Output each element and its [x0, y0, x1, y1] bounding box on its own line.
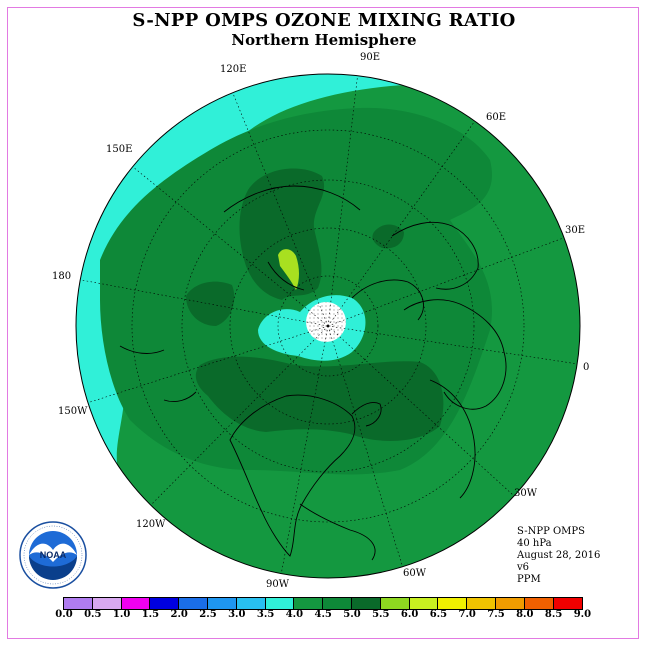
figure-frame	[7, 7, 639, 639]
colorbar-segment	[467, 598, 496, 609]
field-5-0-to-5-5-north-america	[195, 356, 444, 441]
colorbar-segment	[553, 598, 583, 609]
meridians	[76, 74, 579, 576]
colorbar-tick-label: 0.0	[55, 609, 73, 620]
noaa-logo: NOAA	[19, 521, 87, 589]
colorbar-segment	[265, 598, 295, 609]
colorbar-segment	[121, 598, 151, 609]
colorbar-segment	[64, 598, 93, 609]
coastlines	[119, 185, 507, 561]
colorbar-tick-label: 2.0	[170, 609, 188, 620]
field-5-0-to-5-5-siberia	[239, 168, 325, 300]
lon-label-120w: 120W	[136, 519, 166, 530]
colorbar-segment	[380, 598, 410, 609]
colorbar-segment	[524, 598, 554, 609]
colorbar-segment	[294, 598, 324, 609]
colorbar-tick-label: 9.0	[573, 609, 592, 620]
colorbar-tick-label: 7.0	[458, 609, 476, 620]
info-level: 40 hPa	[517, 538, 552, 549]
info-date: August 28, 2016	[517, 550, 601, 561]
svg-text:NOAA: NOAA	[40, 550, 67, 560]
lon-label-150e: 150E	[106, 144, 132, 155]
colorbar-tick-label: 8.5	[544, 609, 563, 620]
colorbar-tick-label: 7.5	[487, 609, 505, 620]
polar-no-data	[306, 302, 346, 342]
map-info-block: S-NPP OMPS 40 hPa August 28, 2016 v6 PPM	[517, 526, 600, 586]
info-instrument: S-NPP OMPS	[517, 526, 585, 537]
colorbar-segment	[207, 598, 237, 609]
colorbar-tick-label: 4.0	[285, 609, 304, 620]
colorbar-tick-label: 5.5	[372, 609, 390, 620]
lon-label-60w: 60W	[403, 568, 427, 579]
colorbar-ticks: 0.0 0.5 1.0 1.5 2.0 2.5 3.0 3.5 4.0 4.5 5.0 5.5 6.0 6…	[0, 609, 648, 623]
colorbar-tick-label: 8.0	[516, 609, 534, 620]
colorbar-segment	[495, 598, 525, 609]
colorbar-tick-label: 0.5	[84, 609, 102, 620]
lon-label-150w: 150W	[58, 406, 88, 417]
lon-label-30e: 30E	[565, 225, 585, 236]
colorbar-tick-label: 3.5	[256, 609, 275, 620]
info-version: v6	[517, 562, 530, 573]
colorbar-segment	[236, 598, 266, 609]
lon-label-120e: 120E	[220, 64, 246, 75]
colorbar-segment	[409, 598, 439, 609]
map-title: S-NPP OMPS OZONE MIXING RATIO	[132, 10, 516, 31]
lon-label-180: 180	[52, 271, 71, 282]
colorbar-tick-label: 4.5	[314, 609, 332, 620]
field-5-0-to-5-5-pacific	[186, 281, 235, 326]
colorbar-tick-label: 1.5	[141, 609, 160, 620]
colorbar-tick-label: 1.0	[112, 609, 131, 620]
lon-label-90w: 90W	[266, 579, 290, 590]
colorbar	[63, 597, 584, 610]
colorbar-segment	[323, 598, 352, 609]
colorbar-tick-label: 5.0	[343, 609, 361, 620]
lon-label-0: 0	[583, 362, 589, 373]
map-boundary	[75, 73, 581, 579]
latitude-circles	[131, 129, 525, 523]
colorbar-tick-label: 6.0	[400, 609, 419, 620]
lon-label-60e: 60E	[486, 112, 506, 123]
field-5-5-to-6-0	[278, 249, 299, 290]
lon-label-90e: 90E	[360, 52, 380, 63]
info-units: PPM	[517, 574, 541, 585]
colorbar-segment	[150, 598, 180, 609]
map-subtitle: Northern Hemisphere	[231, 31, 417, 49]
colorbar-segment	[438, 598, 468, 609]
field-3-5-to-4-0-pacific	[76, 74, 420, 520]
colorbar-tick-label: 3.0	[228, 609, 246, 620]
longitude-labels: 90E 60E 30E 0 30W 60W 90W 120W 150W 180 …	[52, 52, 589, 590]
colorbar-tick-label: 2.5	[199, 609, 217, 620]
lon-label-30w: 30W	[514, 488, 538, 499]
colorbar-tick-label: 6.5	[429, 609, 448, 620]
colorbar-segment	[351, 598, 381, 609]
colorbar-segment	[179, 598, 208, 609]
colorbar-segment	[92, 598, 122, 609]
